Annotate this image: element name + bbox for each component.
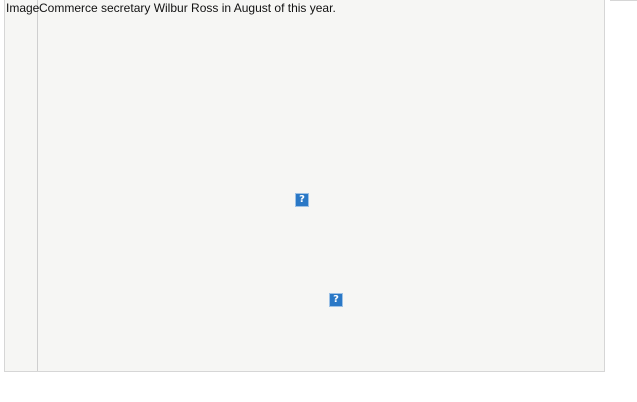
broken-image-icon[interactable]: ? <box>295 193 309 207</box>
image-table: Image Commerce secretary Wilbur Ross in … <box>4 0 605 372</box>
image-label-cell: Image <box>5 0 40 371</box>
broken-image-icon[interactable]: ? <box>329 293 343 307</box>
image-label: Image <box>6 1 40 15</box>
image-caption: Commerce secretary Wilbur Ross in August… <box>39 1 336 15</box>
top-edge-divider <box>610 0 637 1</box>
